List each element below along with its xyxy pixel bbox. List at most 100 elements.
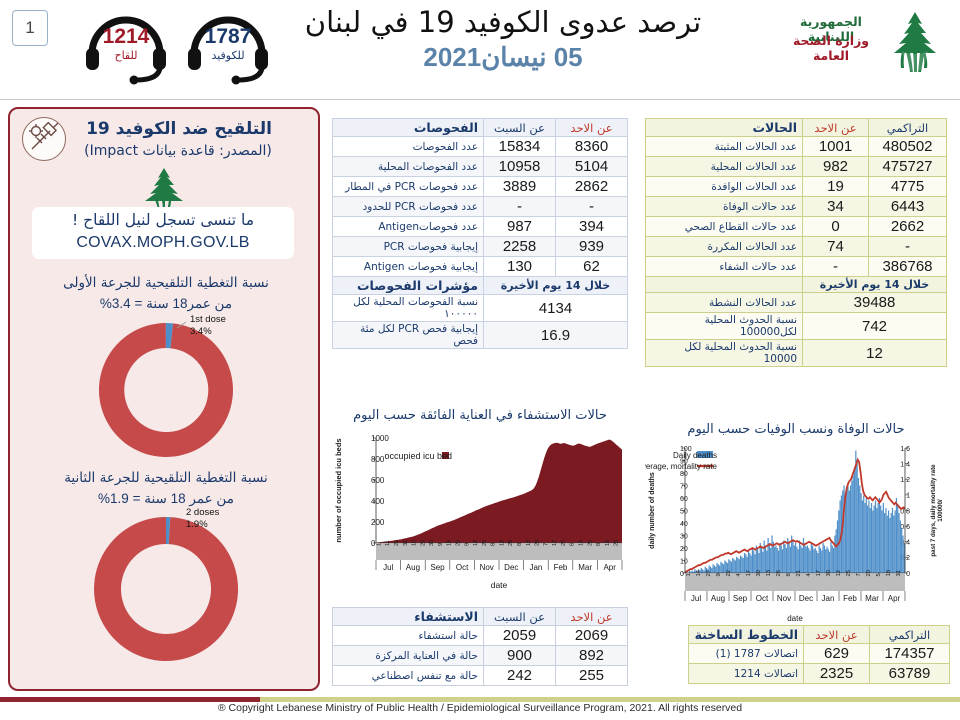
cedar-tree-icon bbox=[145, 168, 183, 211]
hosp-cell-label: حالة استشفاء bbox=[332, 625, 484, 646]
title-block: ترصد عدوى الكوفيد 19 في لبنان 05 نيسان20… bbox=[238, 4, 768, 73]
table-subheader-row: خلال 14 يوم الأخيرة bbox=[645, 276, 947, 293]
hosp-cell-saturday: 242 bbox=[483, 665, 556, 686]
hotline-covid-label: للكوفيد bbox=[211, 49, 245, 62]
svg-text:past 7 days, daily mortality r: past 7 days, daily mortality rate bbox=[930, 464, 937, 557]
cases-indicator-label: نسبة الحدوث المحلية لكل 10000 bbox=[645, 339, 803, 367]
svg-text:13: 13 bbox=[766, 570, 772, 576]
hosp-cell-sunday: 255 bbox=[555, 665, 628, 686]
covax-url[interactable]: COVAX.MOPH.GOV.LB bbox=[76, 234, 250, 251]
table-row: 2862 3889 عدد فحوصات PCR في المطار bbox=[332, 176, 628, 197]
svg-text:14: 14 bbox=[696, 569, 702, 576]
svg-text:occupied icu bed: occupied icu bed bbox=[384, 451, 452, 461]
cases-cell-cumulative: 480502 bbox=[868, 136, 947, 157]
svg-text:1: 1 bbox=[376, 543, 382, 546]
report-date: 05 نيسان2021 bbox=[423, 42, 583, 73]
svg-text:Jan: Jan bbox=[529, 563, 542, 572]
tests-cell-label: إيجابية فحوصات Antigen bbox=[332, 256, 484, 277]
svg-text:Dec: Dec bbox=[799, 594, 813, 603]
svg-text:19: 19 bbox=[473, 540, 479, 546]
svg-text:date: date bbox=[787, 614, 803, 623]
table-row: -74 عدد الحالات المكررة bbox=[645, 236, 947, 257]
hotline-vaccine-label: للقاح bbox=[114, 49, 138, 62]
svg-text:daily number of deaths: daily number of deaths bbox=[649, 472, 656, 549]
dose2-donut-label: 2 doses 1.9% bbox=[186, 507, 219, 531]
svg-text:21: 21 bbox=[394, 540, 400, 546]
svg-text:5: 5 bbox=[876, 573, 882, 576]
footer-bar bbox=[0, 697, 960, 702]
ministry-logo-line1: الجمهورية اللبنانية bbox=[800, 14, 862, 44]
table-row: 62 130 إيجابية فحوصات Antigen bbox=[332, 256, 628, 277]
dose2-donut-chart: 2 doses 1.9% bbox=[10, 507, 322, 667]
svg-text:Jul: Jul bbox=[691, 594, 701, 603]
dose1-donut-chart: 1st dose 3.4% bbox=[10, 312, 322, 462]
svg-text:7: 7 bbox=[543, 543, 549, 546]
hotline-covid-badge: 1787 للكوفيد bbox=[180, 8, 276, 86]
svg-text:22: 22 bbox=[726, 570, 732, 576]
dose1-caption: نسبة التغطية التلقيحية للجرعة الأولى من … bbox=[16, 274, 316, 313]
cases-cell-cumulative: 6443 bbox=[868, 196, 947, 217]
cases-cell-sunday: 982 bbox=[802, 156, 869, 177]
header-divider bbox=[0, 99, 960, 100]
cases-cell-cumulative: 475727 bbox=[868, 156, 947, 177]
svg-text:600: 600 bbox=[371, 476, 385, 485]
svg-text:29: 29 bbox=[482, 540, 488, 546]
tests-cell-label: عدد فحوصات PCR للحدود bbox=[332, 196, 484, 217]
table-row: 939 2258 إيجابية فحوصات PCR bbox=[332, 236, 628, 257]
table-row: 892 900 حالة في العناية المركزة bbox=[332, 645, 628, 666]
table-row: 5104 10958 عدد الفحوصات المحلية bbox=[332, 156, 628, 177]
deaths-chart: 010203040506070809010000.20.40.60.811.21… bbox=[572, 440, 947, 625]
svg-text:27: 27 bbox=[561, 540, 567, 546]
copyright-text: ® Copyright Lebanese Ministry of Public … bbox=[217, 702, 743, 714]
svg-text:Sep: Sep bbox=[430, 563, 445, 572]
dose2-caption: نسبة التغطية التلقيحية للجرعة الثانية من… bbox=[16, 469, 316, 508]
svg-text:Sep: Sep bbox=[733, 594, 748, 603]
tests-indicator-value: 16.9 bbox=[483, 321, 628, 349]
svg-text:Oct: Oct bbox=[756, 594, 769, 603]
page-title: ترصد عدوى الكوفيد 19 في لبنان bbox=[304, 5, 702, 39]
hotline-header-label: الخطوط الساخنة bbox=[688, 625, 804, 644]
cases-col-cumulative: التراكمي bbox=[868, 118, 947, 137]
hosp-col-saturday: عن السبت bbox=[483, 607, 556, 626]
svg-text:17: 17 bbox=[816, 570, 822, 576]
deaths-chart-title: حالات الوفاة ونسب الوفيات حسب اليوم bbox=[687, 422, 905, 437]
cases-indicator-label: نسبة الحدوث المحلية لكل100000 bbox=[645, 312, 803, 340]
svg-text:60: 60 bbox=[680, 496, 688, 503]
tests-cell-label: عدد فحوصات PCR في المطار bbox=[332, 176, 484, 197]
svg-text:8: 8 bbox=[786, 573, 792, 576]
table-row: - - عدد فحوصات PCR للحدود bbox=[332, 196, 628, 217]
tests-indicator-header: مؤشرات الفحوصات bbox=[332, 276, 484, 295]
svg-text:80: 80 bbox=[680, 471, 688, 478]
svg-text:Nov: Nov bbox=[480, 563, 494, 572]
hospitalization-table: عن الاحد عن السبت الاستشفاء 2069 2059 حالة اس… bbox=[332, 607, 628, 686]
table-row: 2662 0 عدد حالات القطاع الصحي bbox=[645, 216, 947, 237]
svg-text:/100000: /100000 bbox=[937, 499, 944, 522]
svg-text:20: 20 bbox=[420, 540, 426, 546]
svg-text:Daily deaths: Daily deaths bbox=[673, 451, 717, 460]
tests-cell-label: عدد الفحوصات المحلية bbox=[332, 156, 484, 177]
svg-text:17: 17 bbox=[746, 570, 752, 576]
svg-text:50: 50 bbox=[680, 508, 688, 515]
tests-col-sunday: عن الاحد bbox=[555, 118, 628, 137]
tests-cell-saturday: - bbox=[483, 196, 556, 217]
icu-chart: 0 200 400 600 800 1000 1 11 21 31 10 20 30 9 19 29 9 19 29… bbox=[332, 428, 628, 593]
hosp-cell-saturday: 2059 bbox=[483, 625, 556, 646]
table-row: 394 987 عدد فحوصاتAntigen bbox=[332, 216, 628, 237]
hosp-header-label: الاستشفاء bbox=[332, 607, 484, 626]
dose1-donut-label: 1st dose 3.4% bbox=[190, 314, 226, 338]
svg-text:12: 12 bbox=[836, 570, 842, 576]
hosp-cell-saturday: 900 bbox=[483, 645, 556, 666]
cases-cell-sunday: 34 bbox=[802, 196, 869, 217]
tests-cell-label: إيجابية فحوصات PCR bbox=[332, 236, 484, 257]
dose2-donut-label-line1: 2 doses bbox=[186, 507, 220, 518]
tests-cell-sunday: 5104 bbox=[555, 156, 628, 177]
svg-text:28: 28 bbox=[614, 540, 620, 546]
hotline-covid-number: 1787 bbox=[204, 25, 252, 48]
svg-text:40: 40 bbox=[680, 521, 688, 528]
svg-text:20: 20 bbox=[680, 546, 688, 553]
cases-cell-cumulative: 4775 bbox=[868, 176, 947, 197]
cases-cell-cumulative: - bbox=[868, 236, 947, 257]
cases-cell-sunday: - bbox=[802, 256, 869, 277]
svg-text:number of occupied icu beds: number of occupied icu beds bbox=[334, 438, 343, 542]
table-subheader-row: خلال 14 يوم الأخيرة مؤشرات الفحوصات bbox=[332, 276, 628, 295]
